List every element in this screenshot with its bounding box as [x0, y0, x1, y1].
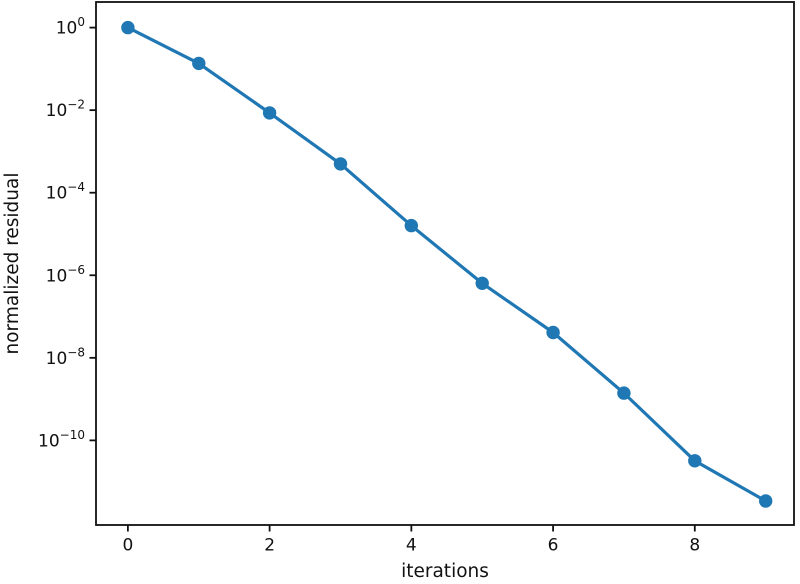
- y-tick-label: 10−4: [46, 180, 85, 204]
- y-tick-label: 10−2: [46, 98, 85, 122]
- data-point-marker: [475, 276, 489, 290]
- data-point-marker: [617, 386, 631, 400]
- data-series: [121, 20, 773, 508]
- x-axis-ticks: 0 2 4 6 8: [122, 525, 700, 556]
- data-point-marker: [121, 20, 135, 35]
- y-tick-label: 10−6: [46, 263, 85, 287]
- data-point-marker: [404, 218, 418, 233]
- y-tick-label: 10−10: [38, 428, 85, 452]
- data-point-marker: [262, 106, 277, 120]
- data-point-marker: [759, 494, 773, 508]
- data-point-marker: [546, 325, 560, 340]
- y-axis-label: normalized residual: [2, 173, 23, 355]
- data-point-marker: [688, 454, 702, 468]
- x-tick-label: 4: [406, 536, 417, 556]
- x-tick-label: 0: [122, 536, 133, 556]
- series-line: [126, 26, 768, 503]
- x-tick-label: 8: [689, 536, 700, 556]
- data-point-marker: [333, 157, 348, 171]
- y-tick-label: 100: [56, 15, 85, 39]
- data-point-marker: [192, 56, 206, 71]
- y-axis-ticks: 100 10−2 10−4 10−6 10−8 10−10: [38, 15, 96, 451]
- x-axis-label: iterations: [401, 561, 489, 582]
- y-tick-label: 10−8: [46, 345, 85, 369]
- x-tick-label: 6: [548, 536, 559, 556]
- x-tick-label: 2: [264, 536, 275, 556]
- plot-area-frame: [95, 1, 795, 526]
